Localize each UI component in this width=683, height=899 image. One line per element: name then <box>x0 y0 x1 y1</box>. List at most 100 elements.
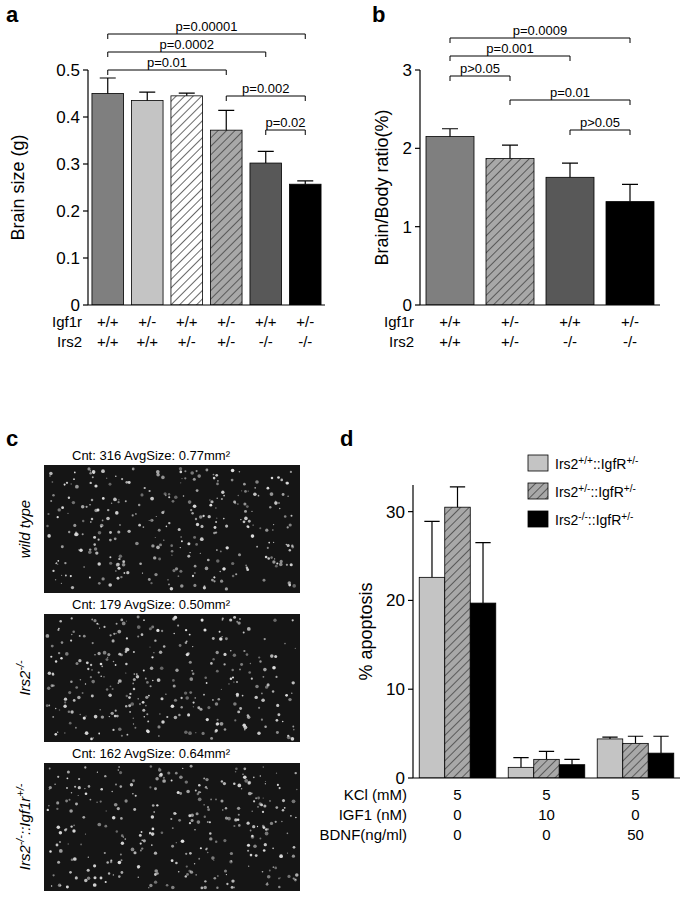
error-bar <box>424 521 439 577</box>
speck <box>220 722 224 726</box>
speck <box>239 707 242 710</box>
speck <box>215 799 217 801</box>
speck <box>267 487 270 490</box>
speck <box>118 875 121 878</box>
speck <box>90 470 91 471</box>
speck <box>47 513 49 515</box>
y-tick-label: 1 <box>403 218 412 237</box>
category-label: +/- <box>217 333 235 350</box>
speck <box>231 479 234 482</box>
speck <box>132 468 135 471</box>
speck <box>211 856 215 860</box>
speck <box>120 817 123 820</box>
speck <box>251 678 253 680</box>
speck <box>184 691 187 694</box>
speck <box>144 487 146 489</box>
speck <box>82 520 84 522</box>
speck <box>100 526 102 528</box>
speck <box>242 774 244 776</box>
speck <box>145 696 148 699</box>
speck <box>263 676 265 678</box>
speck <box>115 476 117 478</box>
category-row-label: Irs2 <box>57 333 82 350</box>
speck <box>216 559 220 563</box>
speck <box>63 705 66 708</box>
speck <box>196 489 199 492</box>
speck <box>173 633 175 635</box>
bar <box>648 753 674 778</box>
speck <box>203 586 206 589</box>
speck <box>75 727 77 729</box>
text-part: 5 <box>542 786 550 803</box>
speck <box>197 474 201 478</box>
category-label: +/- <box>296 313 314 330</box>
speck <box>50 500 52 502</box>
speck <box>277 476 280 479</box>
speck <box>222 809 223 810</box>
speck <box>295 873 299 877</box>
speck <box>237 807 240 810</box>
speck <box>132 793 134 795</box>
speck <box>105 881 107 883</box>
speck <box>174 495 178 499</box>
panel-label: a <box>6 2 19 27</box>
speck <box>204 585 206 587</box>
speck <box>156 804 158 806</box>
speck <box>179 792 182 795</box>
y-tick <box>408 511 413 512</box>
y-axis-label: Brain/Body ratio(%) <box>372 109 392 265</box>
speck <box>184 470 186 472</box>
speck <box>57 516 59 518</box>
speck <box>262 811 264 813</box>
speck <box>75 803 78 806</box>
speck <box>109 531 112 534</box>
speck <box>216 887 218 889</box>
y-axis-label: % apoptosis <box>356 582 376 680</box>
speck <box>190 871 193 874</box>
speck <box>98 539 100 541</box>
speck <box>73 524 76 527</box>
speck <box>229 618 232 621</box>
speck <box>59 831 62 834</box>
x-axis <box>88 304 325 305</box>
speck <box>48 672 52 676</box>
speck <box>193 536 196 539</box>
speck <box>64 562 66 564</box>
speck <box>56 562 58 564</box>
speck <box>223 663 225 665</box>
speck <box>216 518 217 519</box>
speck <box>49 472 53 476</box>
speck <box>187 652 190 655</box>
micrograph <box>44 614 300 742</box>
error-bar <box>450 487 465 507</box>
error-bar <box>218 110 234 130</box>
speck <box>199 515 203 519</box>
speck <box>140 850 142 852</box>
speck <box>69 809 73 813</box>
category-row-label: Igf1r <box>52 313 82 330</box>
speck <box>117 530 120 533</box>
bar <box>92 94 124 306</box>
speck <box>57 861 60 864</box>
speck <box>58 508 61 511</box>
speck <box>171 859 174 862</box>
speck <box>88 785 91 788</box>
speck <box>275 676 277 678</box>
speck <box>214 526 217 529</box>
speck <box>209 821 211 823</box>
speck <box>166 716 168 718</box>
speck <box>247 781 250 784</box>
speck <box>288 581 292 585</box>
speck <box>223 495 225 497</box>
speck <box>245 565 247 567</box>
speck <box>238 553 241 556</box>
annotation: p=0.0002 <box>159 37 214 52</box>
speck <box>94 547 97 550</box>
speck <box>188 731 192 735</box>
speck <box>97 823 101 827</box>
category-label: 5 <box>631 786 639 803</box>
speck <box>89 504 90 505</box>
legend-swatch <box>528 511 548 527</box>
speck <box>153 556 156 559</box>
speck <box>212 637 215 640</box>
